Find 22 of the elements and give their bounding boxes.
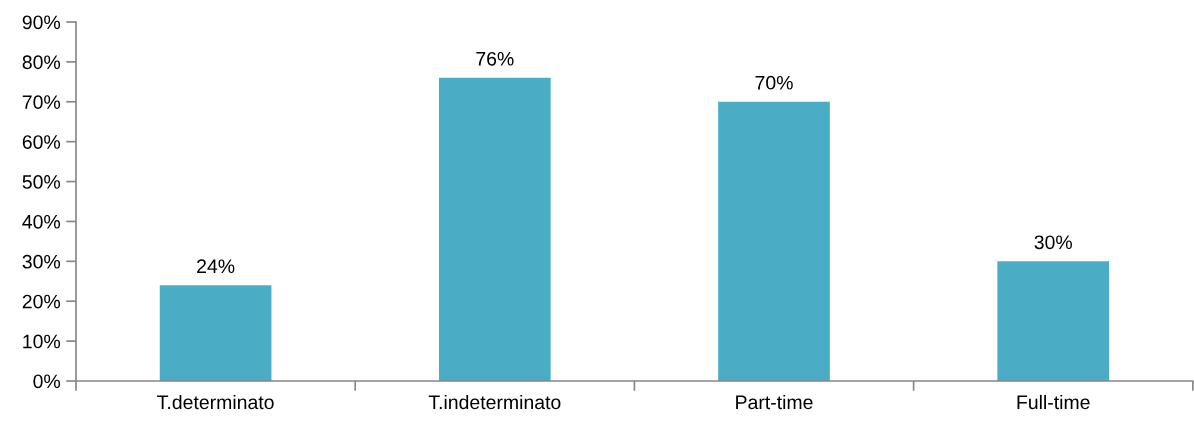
y-tick-label: 80% xyxy=(22,55,61,70)
bar xyxy=(997,261,1110,381)
data-label: 24% xyxy=(197,259,235,274)
y-tick-label: 10% xyxy=(23,334,61,349)
y-tick-label: 50% xyxy=(22,175,61,189)
y-tick-label: 70% xyxy=(22,95,61,110)
x-tick-label: T.determinato xyxy=(157,394,274,410)
y-tick-label: 40% xyxy=(22,214,61,229)
y-tick-label: 0% xyxy=(33,374,61,389)
data-label: 76% xyxy=(476,51,514,66)
x-tick-label: Full-time xyxy=(1017,394,1090,410)
bar xyxy=(159,285,272,381)
y-tick-label: 30% xyxy=(22,254,61,269)
bar xyxy=(438,77,551,381)
data-label: 70% xyxy=(755,75,793,90)
data-label: 30% xyxy=(1034,235,1072,250)
x-tick-label: T.indeterminato xyxy=(428,394,561,410)
y-tick-label: 60% xyxy=(22,135,61,149)
y-tick-label: 90% xyxy=(22,15,61,30)
x-tick-label: Part-time xyxy=(736,394,813,410)
y-tick-label: 20% xyxy=(22,294,61,309)
bar xyxy=(718,101,830,381)
